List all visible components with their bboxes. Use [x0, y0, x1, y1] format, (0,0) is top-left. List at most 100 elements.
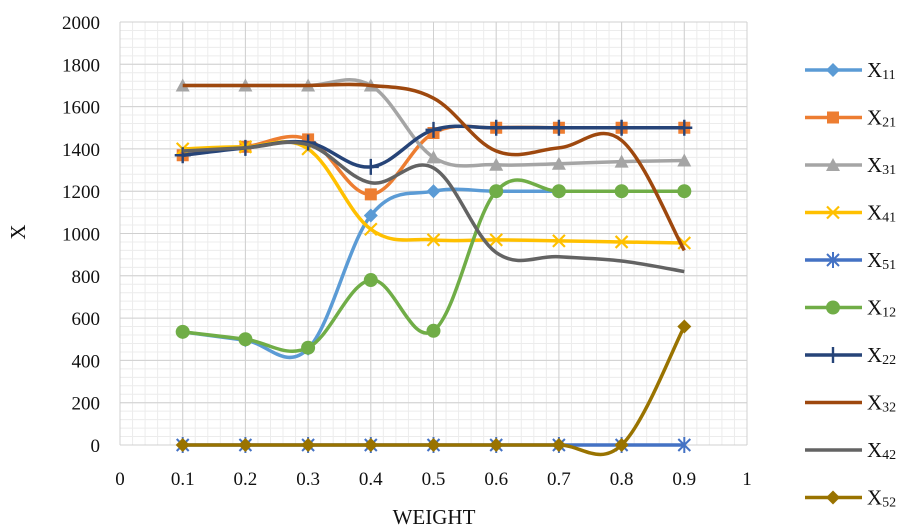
data-point: [489, 233, 503, 247]
data-point: [426, 150, 441, 164]
legend-subscript: 42: [882, 448, 896, 463]
data-point: [363, 438, 378, 452]
data-point: [426, 323, 441, 338]
x-tick-label: 0.2: [234, 469, 258, 490]
data-point: [614, 438, 629, 452]
x-tick-label: 0.5: [422, 469, 446, 490]
y-tick-label: 200: [72, 394, 101, 415]
x-tick-label: 0.6: [484, 469, 508, 490]
legend-label: X12: [867, 296, 896, 321]
data-point: [550, 119, 567, 136]
data-point: [677, 153, 692, 167]
series-line: [182, 140, 685, 274]
data-point: [551, 156, 566, 170]
data-point: [826, 490, 840, 505]
data-point: [363, 208, 378, 223]
data-point: [826, 300, 840, 315]
series-layer: [174, 77, 693, 457]
data-point: [826, 252, 840, 268]
y-tick-label: 0: [91, 436, 101, 457]
data-point: [552, 234, 566, 248]
legend-name: X: [867, 343, 882, 367]
x-axis-label: WEIGHT: [393, 505, 476, 529]
legend-name: X: [867, 153, 882, 177]
data-point: [238, 438, 253, 452]
data-point: [362, 158, 379, 175]
legend-label: X42: [867, 438, 896, 463]
legend-entry-x22: X22: [805, 343, 896, 368]
legend-name: X: [867, 248, 882, 272]
data-point: [238, 332, 253, 347]
data-point: [489, 157, 504, 171]
x-tick-label: 1: [742, 469, 752, 490]
series-x42: [182, 140, 685, 274]
y-tick-label: 600: [72, 309, 101, 330]
legend-entry-x51: X51: [805, 248, 896, 273]
data-point: [614, 184, 629, 199]
legend-subscript: 12: [882, 306, 896, 321]
data-point: [425, 121, 442, 138]
data-point: [613, 119, 630, 136]
series-line: [182, 82, 686, 252]
data-point: [827, 111, 839, 124]
data-point: [175, 324, 190, 339]
data-point: [614, 154, 629, 168]
legend-name: X: [867, 486, 882, 510]
y-tick-label: 1800: [62, 55, 100, 76]
data-point: [426, 438, 441, 452]
legend-label: X32: [867, 391, 896, 416]
y-tick-label: 1400: [62, 140, 100, 161]
legend-label: X41: [867, 201, 896, 226]
y-tick-label: 400: [72, 351, 101, 372]
x-tick-label: 0.3: [296, 469, 320, 490]
legend-name: X: [867, 391, 882, 415]
legend-entry-x21: X21: [805, 106, 896, 131]
data-point: [363, 273, 378, 288]
x-tick-label: 0.8: [610, 469, 634, 490]
series-x32: [182, 82, 686, 252]
data-point: [364, 188, 377, 201]
data-point: [426, 233, 441, 247]
legend-name: X: [867, 106, 882, 130]
legend-subscript: 32: [882, 401, 896, 416]
legend-subscript: 22: [882, 353, 896, 368]
legend-subscript: 11: [882, 68, 895, 83]
x-tick-label: 0: [115, 469, 125, 490]
data-point: [175, 438, 190, 452]
data-point: [364, 222, 378, 237]
data-point: [826, 158, 840, 171]
legend-name: X: [867, 296, 882, 320]
x-tick-label: 0.7: [547, 469, 571, 490]
legend-label: X21: [867, 106, 896, 131]
legend-name: X: [867, 438, 882, 462]
data-point: [825, 347, 841, 363]
x-tick-label: 0.9: [672, 469, 696, 490]
legend-subscript: 31: [882, 163, 896, 178]
data-point: [489, 438, 504, 452]
x-axis-ticks: 0 0.1 0.2 0.3 0.4 0.5 0.6 0.7 0.8 0.9 1: [115, 469, 752, 490]
legend-entry-x31: X31: [805, 153, 896, 178]
y-tick-label: 1000: [62, 225, 100, 246]
legend-entry-x11: X11: [805, 58, 896, 83]
legend-entry-x52: X52: [805, 486, 896, 511]
legend-subscript: 41: [882, 211, 896, 226]
data-point: [488, 119, 505, 136]
y-axis-label: X: [6, 224, 30, 239]
legend-label: X22: [867, 343, 896, 368]
y-tick-label: 1200: [62, 182, 100, 203]
legend-entry-x41: X41: [805, 201, 896, 226]
data-point: [426, 184, 441, 199]
data-point: [826, 205, 840, 220]
data-point: [676, 119, 693, 136]
data-point: [301, 340, 316, 355]
data-point: [677, 437, 692, 453]
data-point: [677, 184, 692, 199]
legend-entry-x42: X42: [805, 438, 896, 463]
data-point: [489, 184, 504, 199]
data-point: [826, 63, 840, 77]
legend-entry-x12: X12: [805, 296, 896, 321]
series-x52: [175, 319, 692, 457]
data-point: [551, 438, 566, 452]
